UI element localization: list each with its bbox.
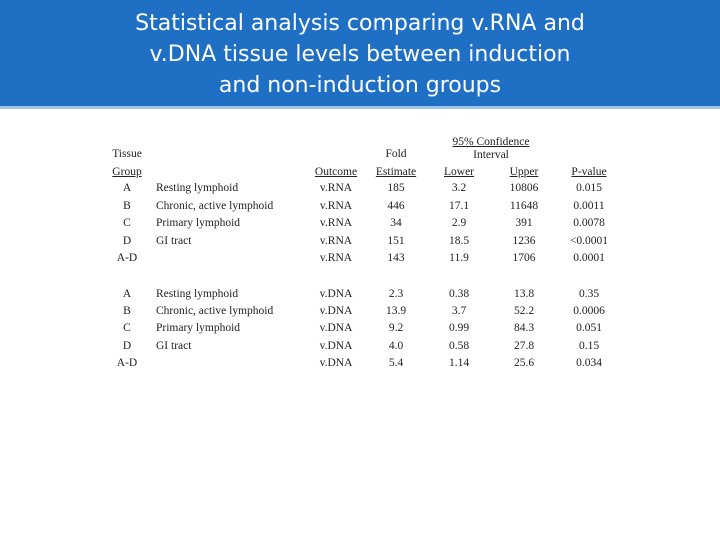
table-cell: 0.0006 [573,305,605,317]
table-cell: Chronic, active lymphoid [156,305,274,317]
table-cell: v.RNA [319,200,353,212]
header-upper: Upper [509,166,539,178]
table-cell: 391 [515,217,533,229]
table-cell: C [123,322,131,334]
title-banner: Statistical analysis comparing v.RNA and… [0,0,720,109]
table-cell: 11648 [509,200,539,212]
title-line-2: v.DNA tissue levels between induction [149,42,571,67]
table-cell: v.RNA [319,252,353,264]
table-cell: Primary lymphoid [156,217,241,229]
table-cell: B [123,200,131,212]
header-estimate: Estimate [375,166,417,178]
table-cell: 0.99 [448,322,470,334]
table-cell: 185 [387,182,405,194]
table-cell: GI tract [156,340,192,352]
table-cell: <0.0001 [569,235,609,247]
header-outcome: Outcome [314,166,358,178]
table-cell: 13.9 [385,305,407,317]
table-cell: A [122,288,132,300]
table-cell: 2.9 [451,217,467,229]
table-cell: 52.2 [513,305,535,317]
slide-title: Statistical analysis comparing v.RNA and… [0,8,720,101]
table-cell: 17.1 [448,200,470,212]
table-cell: 25.6 [513,357,535,369]
table-cell: 0.35 [578,288,600,300]
table-cell: 3.7 [451,305,467,317]
table-cell: 10806 [509,182,539,194]
table-cell: v.RNA [319,182,353,194]
table-cell: v.DNA [319,322,353,334]
table-cell: A [122,182,132,194]
table-cell: 151 [387,235,405,247]
table-cell: 0.0078 [573,217,605,229]
table-cell: v.RNA [319,235,353,247]
table-cell: 84.3 [513,322,535,334]
table-cell: D [122,340,132,352]
header-confidence: 95% Confidence [452,136,530,148]
table-cell: 0.015 [576,182,602,194]
header-fold: Fold [385,148,407,160]
table-cell: 0.15 [578,340,600,352]
table-cell: 3.2 [451,182,467,194]
table-cell: 1706 [512,252,536,264]
table-cell: A-D [116,357,138,369]
title-line-3: and non-induction groups [218,73,502,98]
table-cell: 27.8 [513,340,535,352]
table-cell: 4.0 [388,340,404,352]
table-cell: 0.034 [576,357,602,369]
table-cell: 1236 [512,235,536,247]
table-cell: 18.5 [448,235,470,247]
table-cell: 0.0001 [573,252,605,264]
table-cell: Primary lymphoid [156,322,241,334]
table-cell: v.DNA [319,340,353,352]
table-cell: 0.38 [448,288,470,300]
table-cell: C [123,217,131,229]
table-cell: Chronic, active lymphoid [156,200,274,212]
table-cell: 0.0011 [573,200,605,212]
table-cell: v.RNA [319,217,353,229]
table-cell: 1.14 [448,357,470,369]
header-lower: Lower [443,166,475,178]
header-interval: Interval [473,149,509,161]
table-cell: 13.8 [513,288,535,300]
title-line-1: Statistical analysis comparing v.RNA and [135,11,585,36]
table-cell: B [123,305,131,317]
header-pvalue: P-value [571,166,607,178]
table-cell: Resting lymphoid [156,288,239,300]
table-cell: D [122,235,132,247]
table-cell: A-D [116,252,138,264]
table-cell: 11.9 [449,252,469,264]
table-cell: GI tract [156,235,192,247]
header-tissue: Tissue [112,148,142,160]
table-cell: 143 [387,252,405,264]
table-cell: v.DNA [319,305,353,317]
table-cell: 9.2 [388,322,404,334]
table-cell: 0.58 [448,340,470,352]
table-cell: 446 [387,200,405,212]
table-cell: Resting lymphoid [156,182,239,194]
table-cell: v.DNA [319,288,353,300]
table-cell: 5.4 [388,357,404,369]
header-group: Group [112,166,142,178]
table-cell: 34 [390,217,402,229]
table-cell: 0.051 [576,322,602,334]
table-cell: v.DNA [319,357,353,369]
table-cell: 2.3 [388,288,404,300]
